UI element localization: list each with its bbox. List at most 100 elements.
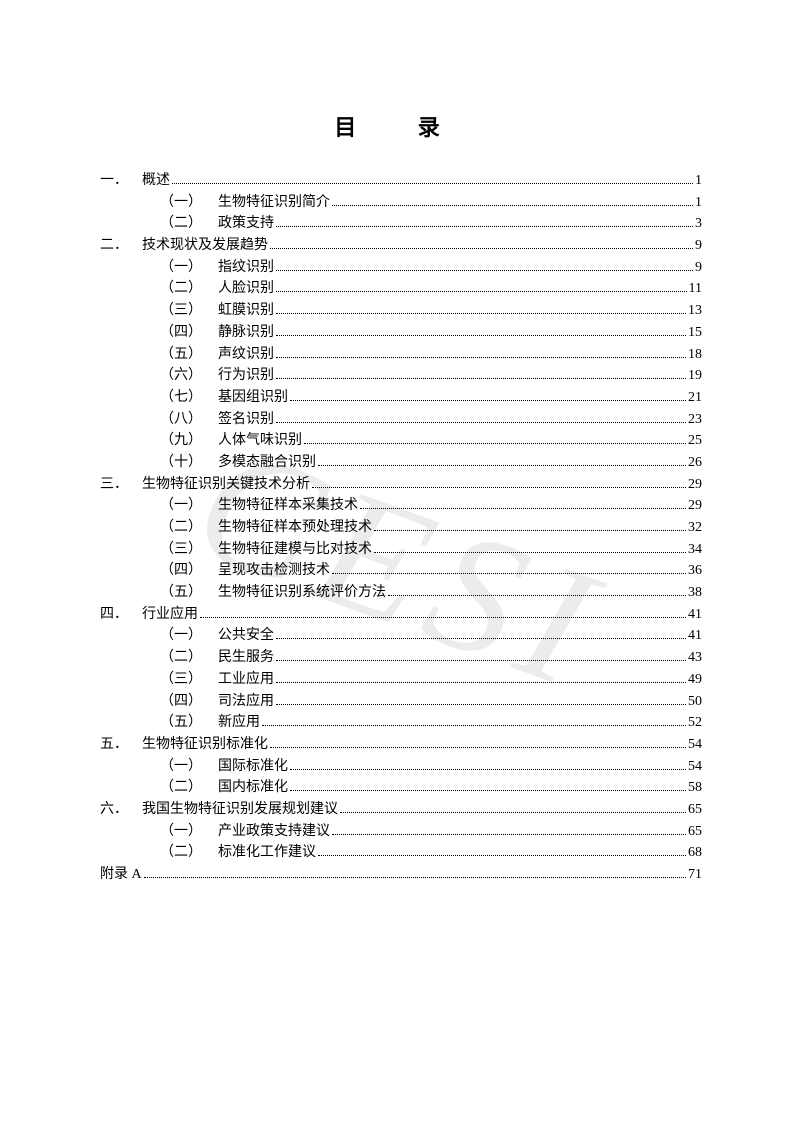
toc-leader-dots	[332, 573, 686, 574]
toc-entry-page: 36	[688, 560, 702, 582]
toc-entry-page: 25	[688, 430, 702, 452]
toc-leader-dots	[144, 877, 686, 878]
toc-leader-dots	[276, 422, 686, 423]
toc-entry-text: 产业政策支持建议	[218, 824, 330, 839]
toc-entry-page: 32	[688, 517, 702, 539]
toc-leader-dots	[304, 443, 686, 444]
page-content: 目 录 一．概述1（一）生物特征识别简介1（二）政策支持3二．技术现状及发展趋势…	[0, 0, 802, 946]
toc-entry-label: 五．生物特征识别标准化	[100, 734, 268, 756]
toc-entry-page: 18	[688, 344, 702, 366]
toc-leader-dots	[276, 226, 693, 227]
toc-entry-page: 50	[688, 691, 702, 713]
toc-leader-dots	[318, 855, 686, 856]
toc-entry-page: 3	[695, 213, 702, 235]
toc-entry-page: 71	[688, 864, 702, 886]
toc-entry-label: 四．行业应用	[100, 604, 198, 626]
toc-entry-text: 人体气味识别	[218, 433, 302, 448]
toc-leader-dots	[276, 291, 687, 292]
toc-entry-text: 工业应用	[218, 672, 274, 687]
toc-entry-number: （七）	[160, 387, 218, 409]
toc-entry: （八）签名识别23	[100, 409, 702, 431]
toc-leader-dots	[276, 660, 686, 661]
toc-entry-number: （一）	[160, 821, 218, 843]
toc-entry-label: （七）基因组识别	[160, 387, 288, 409]
toc-entry-page: 41	[688, 604, 702, 626]
toc-entry-page: 52	[688, 712, 702, 734]
toc-entry: （三）工业应用 49	[100, 669, 702, 691]
toc-leader-dots	[172, 183, 693, 184]
toc-entry: （一）生物特征识别简介1	[100, 192, 702, 214]
toc-leader-dots	[374, 530, 686, 531]
toc-entry-text: 新应用	[218, 715, 260, 730]
toc-leader-dots	[276, 313, 686, 314]
toc-entry-text: 指纹识别	[218, 260, 274, 275]
toc-leader-dots	[340, 812, 686, 813]
toc-entry-number: （八）	[160, 409, 218, 431]
toc-entry-number: （五）	[160, 712, 218, 734]
toc-entry-text: 政策支持	[218, 216, 274, 231]
toc-entry-label: （一）产业政策支持建议	[160, 821, 330, 843]
toc-entry-number: （四）	[160, 691, 218, 713]
toc-entry-page: 9	[695, 235, 702, 257]
toc-leader-dots	[388, 595, 686, 596]
toc-leader-dots	[262, 725, 686, 726]
toc-entry-label: （一）生物特征识别简介	[160, 192, 330, 214]
toc-entry-text: 概述	[142, 173, 170, 188]
toc-entry: 三．生物特征识别关键技术分析29	[100, 474, 702, 496]
toc-entry-number: 四．	[100, 604, 142, 626]
toc-entry-label: （二）生物特征样本预处理技术	[160, 517, 372, 539]
toc-leader-dots	[360, 508, 686, 509]
toc-entry-text: 生物特征样本预处理技术	[218, 520, 372, 535]
toc-entry-page: 54	[688, 756, 702, 778]
toc-entry-text: 生物特征样本采集技术	[218, 498, 358, 513]
toc-entry-number: 三．	[100, 474, 142, 496]
toc-entry: （一）指纹识别9	[100, 257, 702, 279]
toc-list: 一．概述1（一）生物特征识别简介1（二）政策支持3二．技术现状及发展趋势9（一）…	[100, 170, 702, 886]
toc-entry-text: 标准化工作建议	[218, 845, 316, 860]
toc-entry-number: （三）	[160, 539, 218, 561]
toc-entry-number: 一．	[100, 170, 142, 192]
toc-entry-number: （四）	[160, 560, 218, 582]
toc-title: 目 录	[100, 110, 702, 142]
toc-entry-text: 生物特征建模与比对技术	[218, 542, 372, 557]
toc-leader-dots	[276, 357, 686, 358]
toc-entry-number: 五．	[100, 734, 142, 756]
toc-leader-dots	[374, 552, 686, 553]
toc-entry-number: （三）	[160, 669, 218, 691]
toc-entry: 一．概述1	[100, 170, 702, 192]
toc-entry-label: （四）司法应用	[160, 691, 274, 713]
toc-entry-label: （四）呈现攻击检测技术	[160, 560, 330, 582]
toc-entry-number: （五）	[160, 344, 218, 366]
toc-entry: （九）人体气味识别25	[100, 430, 702, 452]
toc-entry-label: （一）公共安全	[160, 625, 274, 647]
toc-entry-label: 三．生物特征识别关键技术分析	[100, 474, 310, 496]
toc-leader-dots	[332, 205, 693, 206]
toc-entry-label: 附录 A	[100, 864, 142, 886]
toc-entry-text: 国内标准化	[218, 780, 288, 795]
toc-entry-page: 15	[688, 322, 702, 344]
toc-entry-page: 11	[689, 278, 702, 300]
toc-entry-page: 43	[688, 647, 702, 669]
toc-leader-dots	[276, 335, 686, 336]
toc-entry-label: （四）静脉识别	[160, 322, 274, 344]
toc-entry-number: 二．	[100, 235, 142, 257]
toc-entry: （十）多模态融合识别26	[100, 452, 702, 474]
toc-leader-dots	[276, 704, 686, 705]
toc-entry: 六．我国生物特征识别发展规划建议65	[100, 799, 702, 821]
toc-entry-label: （三）虹膜识别	[160, 300, 274, 322]
toc-leader-dots	[276, 378, 686, 379]
toc-entry-label: （六）行为识别	[160, 365, 274, 387]
toc-entry-text: 司法应用	[218, 694, 274, 709]
toc-entry-label: （三）生物特征建模与比对技术	[160, 539, 372, 561]
toc-entry-page: 49	[688, 669, 702, 691]
toc-entry-text: 生物特征识别关键技术分析	[142, 477, 310, 492]
toc-entry-label: 二．技术现状及发展趋势	[100, 235, 268, 257]
toc-entry: （二）民生服务43	[100, 647, 702, 669]
toc-entry-label: （一）指纹识别	[160, 257, 274, 279]
toc-entry-text: 行为识别	[218, 368, 274, 383]
toc-entry-text: 技术现状及发展趋势	[142, 238, 268, 253]
toc-entry-label: （一）生物特征样本采集技术	[160, 495, 358, 517]
toc-entry: （三）生物特征建模与比对技术 34	[100, 539, 702, 561]
toc-entry-label: 六．我国生物特征识别发展规划建议	[100, 799, 338, 821]
toc-entry-page: 34	[688, 539, 702, 561]
